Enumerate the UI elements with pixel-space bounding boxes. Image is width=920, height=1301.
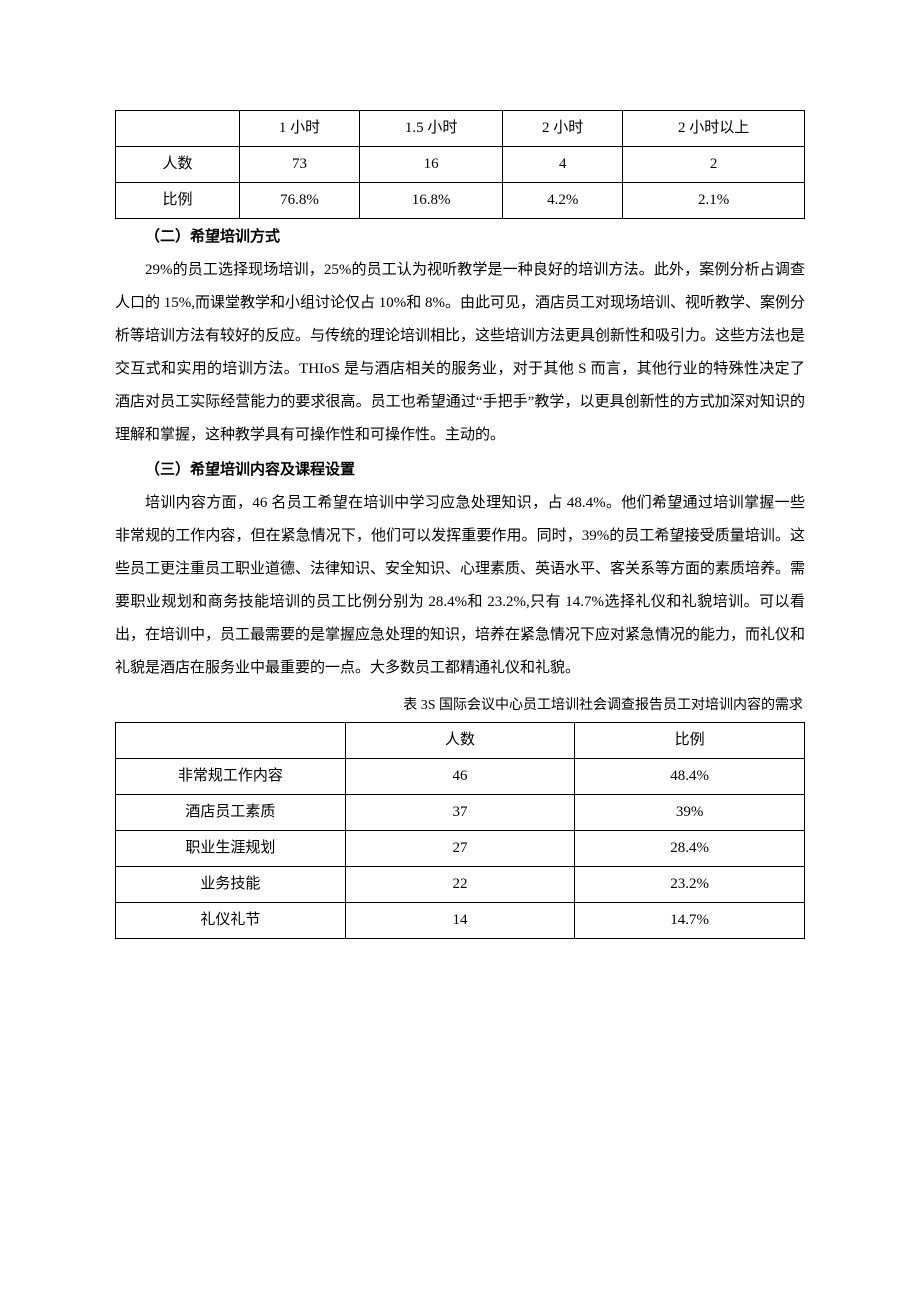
table2-r2-count: 27 [345, 830, 575, 866]
table2-r2-label: 职业生涯规划 [116, 830, 346, 866]
table2-header-ratio: 比例 [575, 722, 805, 758]
table2-r0-label: 非常规工作内容 [116, 758, 346, 794]
table1-header-2h-plus: 2 小时以上 [623, 111, 805, 147]
table2-r1-count: 37 [345, 794, 575, 830]
table2-r4-ratio: 14.7% [575, 902, 805, 938]
table1-row0-c1: 73 [240, 147, 360, 183]
table1-row0-c3: 4 [503, 147, 623, 183]
table2-r3-label: 业务技能 [116, 866, 346, 902]
table2-r0-ratio: 48.4% [575, 758, 805, 794]
table1-row0-c4: 2 [623, 147, 805, 183]
section3-paragraph: 培训内容方面，46 名员工希望在培训中学习应急处理知识，占 48.4%。他们希望… [115, 487, 805, 685]
table1-row0-label: 人数 [116, 147, 240, 183]
table1-row1-c4: 2.1% [623, 183, 805, 219]
table1-row1-c3: 4.2% [503, 183, 623, 219]
table2-r1-ratio: 39% [575, 794, 805, 830]
table2-r2-ratio: 28.4% [575, 830, 805, 866]
table2-r0-count: 46 [345, 758, 575, 794]
section3-heading: （三）希望培训内容及课程设置 [115, 454, 805, 487]
section2-heading: （二）希望培训方式 [115, 221, 805, 254]
training-duration-table: 1 小时 1.5 小时 2 小时 2 小时以上 人数 73 16 4 2 比例 … [115, 110, 805, 219]
table1-row0-c2: 16 [360, 147, 503, 183]
table2-r1-label: 酒店员工素质 [116, 794, 346, 830]
table1-row1-c1: 76.8% [240, 183, 360, 219]
table2-r3-count: 22 [345, 866, 575, 902]
table2-caption: 表 3S 国际会议中心员工培训社会调查报告员工对培训内容的需求 [115, 691, 805, 722]
table1-header-1-5h: 1.5 小时 [360, 111, 503, 147]
training-content-demand-table: 人数 比例 非常规工作内容 46 48.4% 酒店员工素质 37 39% 职业生… [115, 722, 805, 939]
table1-header-1h: 1 小时 [240, 111, 360, 147]
table2-header-empty [116, 722, 346, 758]
table2-header-count: 人数 [345, 722, 575, 758]
table1-row1-c2: 16.8% [360, 183, 503, 219]
table1-header-2h: 2 小时 [503, 111, 623, 147]
table1-row1-label: 比例 [116, 183, 240, 219]
table1-header-empty [116, 111, 240, 147]
section2-paragraph: 29%的员工选择现场培训，25%的员工认为视听教学是一种良好的培训方法。此外，案… [115, 254, 805, 452]
table2-r4-label: 礼仪礼节 [116, 902, 346, 938]
table2-r3-ratio: 23.2% [575, 866, 805, 902]
table2-r4-count: 14 [345, 902, 575, 938]
